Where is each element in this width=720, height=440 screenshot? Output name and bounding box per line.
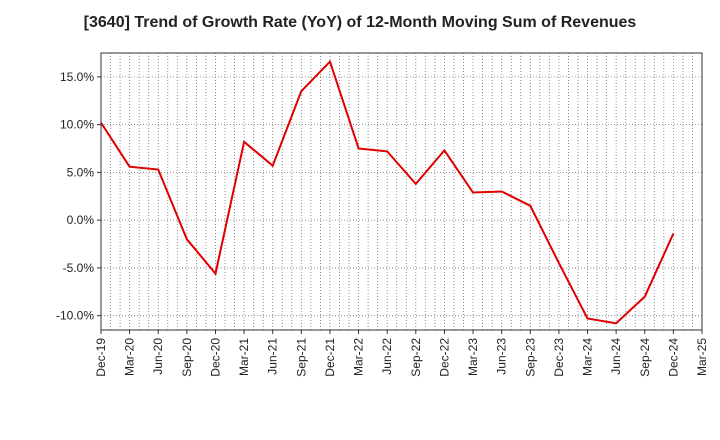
x-tick-label: Dec-23	[552, 338, 566, 377]
x-tick-label: Jun-22	[380, 338, 394, 375]
y-tick-label: -10.0%	[56, 309, 94, 323]
y-tick-label: 15.0%	[60, 70, 94, 84]
y-tick-label: 5.0%	[67, 165, 95, 179]
x-tick-label: Mar-23	[466, 338, 480, 376]
x-tick-label: Jun-21	[266, 338, 280, 375]
x-tick-label: Mar-20	[123, 338, 137, 376]
series-line	[100, 59, 675, 325]
x-tick-label: Dec-21	[323, 338, 337, 377]
x-tick-label: Dec-22	[437, 338, 451, 377]
y-tick-label: -5.0%	[63, 261, 95, 275]
x-tick-label: Jun-23	[495, 338, 509, 375]
x-tick-label: Sep-20	[180, 338, 194, 377]
x-tick-label: Mar-24	[581, 338, 595, 376]
x-tick-label: Mar-21	[237, 338, 251, 376]
x-tick-label: Sep-24	[638, 338, 652, 377]
x-tick-label: Sep-21	[294, 338, 308, 377]
x-tick-label: Mar-25	[695, 338, 709, 376]
x-tick-label: Dec-20	[208, 338, 222, 377]
series-lines	[100, 59, 675, 325]
chart-title: [3640] Trend of Growth Rate (YoY) of 12-…	[83, 14, 637, 31]
x-tick-label: Sep-23	[523, 338, 537, 377]
y-tick-label: 10.0%	[60, 118, 94, 132]
x-tick-label: Sep-22	[409, 338, 423, 377]
x-tick-label: Mar-22	[352, 338, 366, 376]
x-tick-label: Dec-19	[94, 338, 108, 377]
y-axis-ticks: 15.0% 10.0% 5.0% 0.0% -5.0% -10.0%	[56, 70, 101, 323]
y-tick-label: 0.0%	[67, 213, 95, 227]
x-tick-label: Jun-24	[609, 338, 623, 375]
x-axis-ticks: Dec-19 Mar-20 Jun-20 Sep-20 Dec-20 Mar-21 Jun-…	[94, 330, 709, 377]
x-tick-label: Jun-20	[151, 338, 165, 375]
x-tick-label: Dec-24	[666, 338, 680, 377]
grid-lines	[101, 53, 702, 330]
plot-frame	[100, 52, 703, 331]
